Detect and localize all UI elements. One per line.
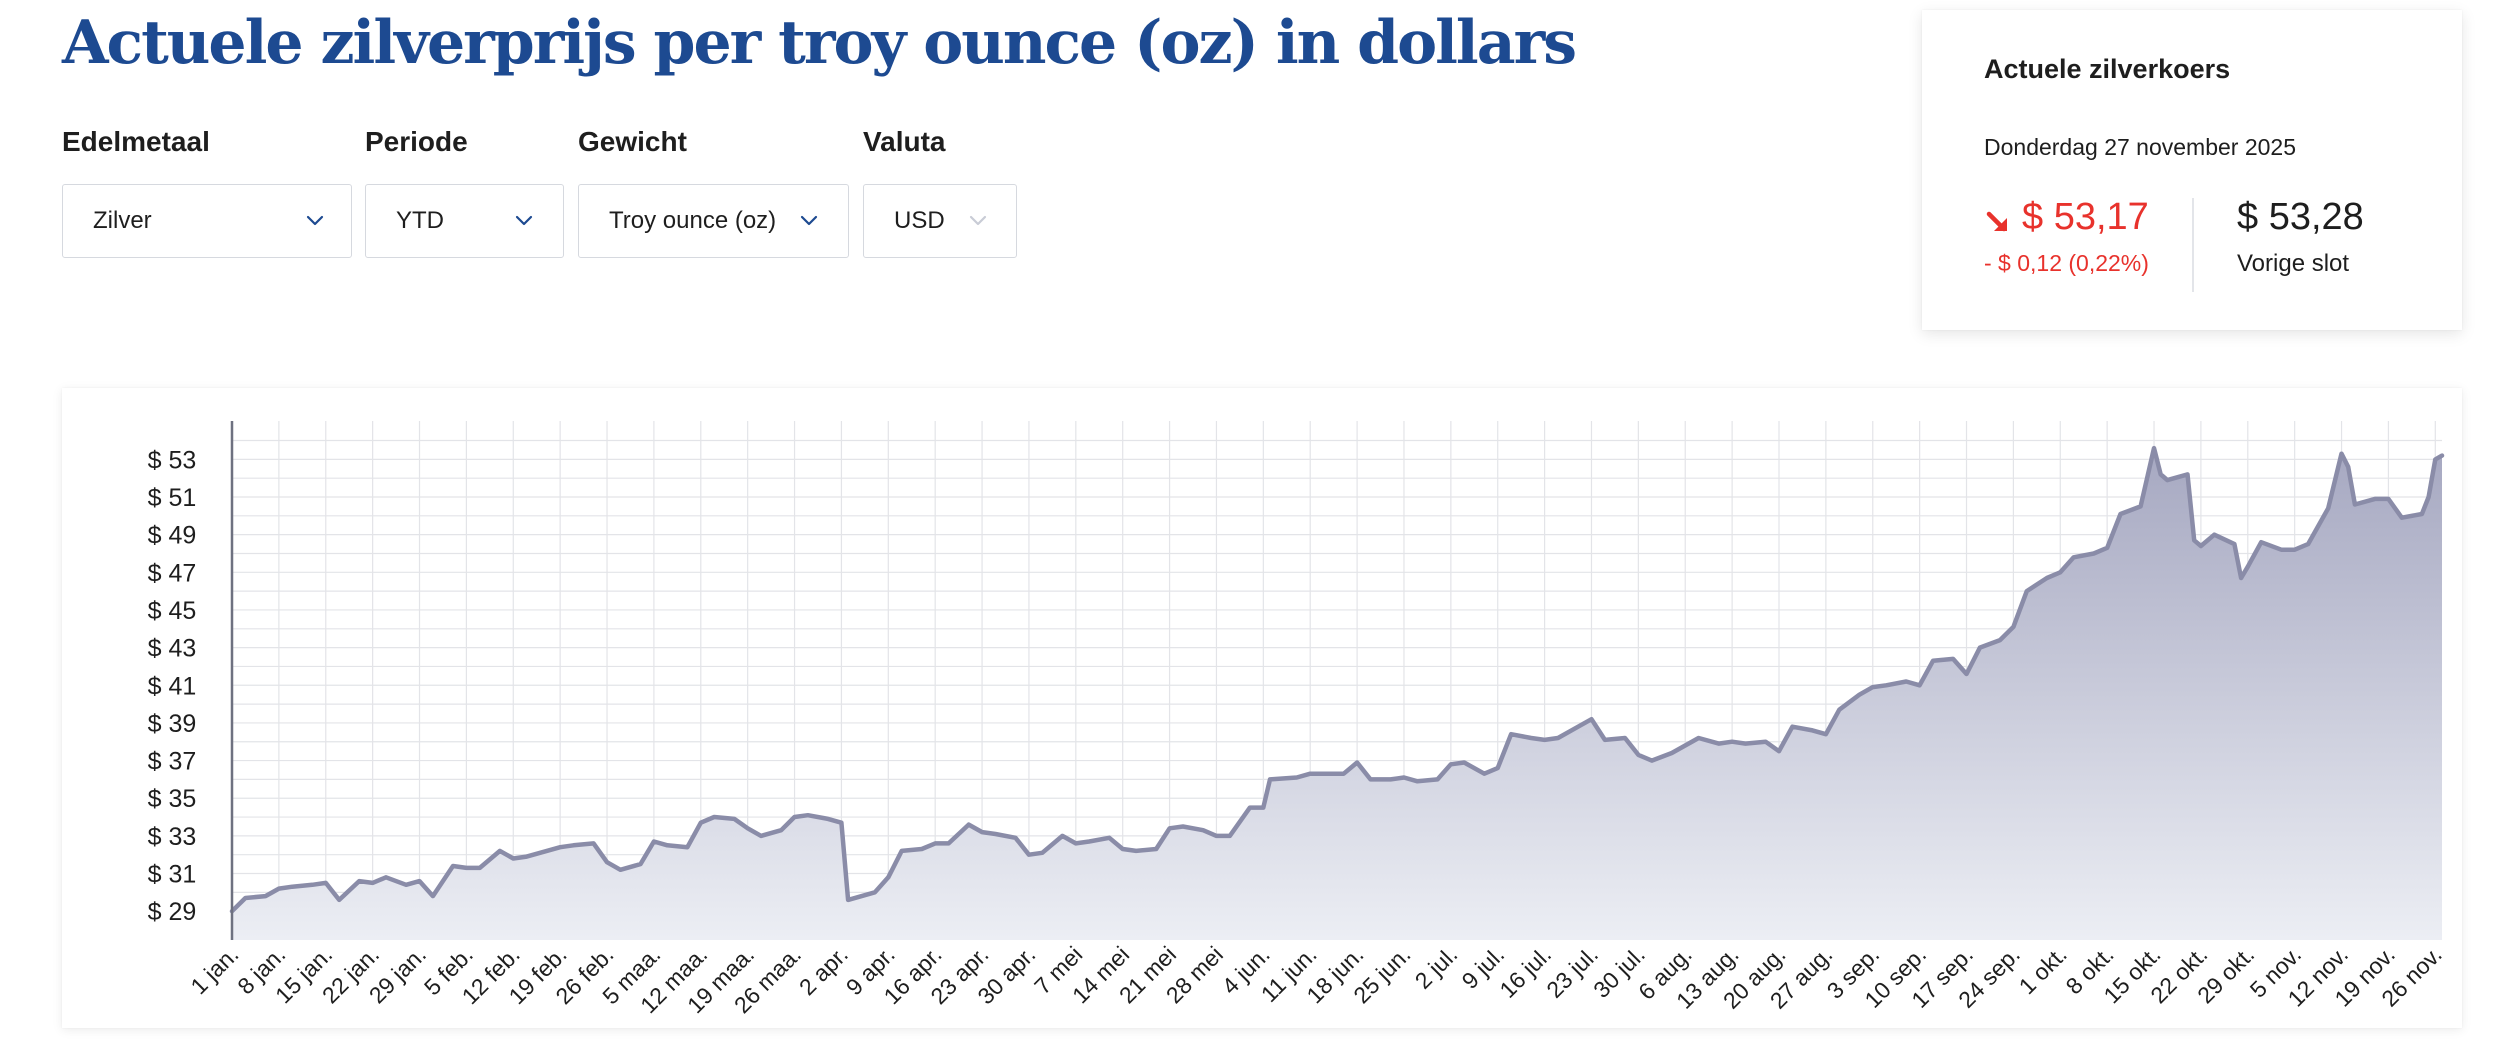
y-tick-label: $ 31 bbox=[148, 861, 197, 889]
weight-select-value: Troy ounce (oz) bbox=[609, 207, 777, 234]
chevron-down-icon bbox=[514, 212, 534, 230]
x-tick-label: 1 okt. bbox=[2014, 941, 2072, 999]
chevron-down-icon bbox=[968, 212, 988, 230]
metal-select-value: Zilver bbox=[93, 207, 152, 234]
filter-label-metal: Edelmetaal bbox=[62, 126, 210, 157]
rate-card-title: Actuele zilverkoers bbox=[1984, 54, 2231, 84]
x-tick-label: 2 apr. bbox=[794, 941, 853, 1000]
page-title: Actuele zilverprijs per troy ounce (oz) … bbox=[62, 8, 1577, 78]
metal-select[interactable]: Zilver bbox=[62, 184, 352, 258]
y-tick-label: $ 41 bbox=[148, 672, 197, 700]
y-tick-label: $ 51 bbox=[148, 484, 197, 512]
current-price: $ 53,17 bbox=[2022, 196, 2149, 238]
x-tick-label: 1 jan. bbox=[185, 941, 243, 999]
y-tick-label: $ 49 bbox=[148, 522, 197, 550]
y-tick-label: $ 45 bbox=[148, 597, 197, 625]
y-tick-label: $ 33 bbox=[148, 823, 197, 851]
price-chart-card: $ 29 $ 31 $ 33 $ 35 $ 37 $ 39 $ 41 $ 43 $ 45 $ 47… bbox=[62, 388, 2462, 1028]
period-select-value: YTD bbox=[396, 207, 444, 234]
y-tick-label: $ 39 bbox=[148, 710, 197, 738]
rate-date: Donderdag 27 november 2025 bbox=[1984, 134, 2297, 160]
previous-close-price: $ 53,28 bbox=[2237, 196, 2364, 238]
price-area bbox=[232, 448, 2442, 940]
filter-metal: Edelmetaal Zilver bbox=[62, 124, 352, 258]
price-line bbox=[229, 445, 2445, 914]
x-tick-label: 16 jul. bbox=[1494, 941, 1556, 1003]
currency-select-value: USD bbox=[894, 207, 945, 234]
price-change: - $ 0,12 (0,22%) bbox=[1984, 250, 2149, 276]
period-select[interactable]: YTD bbox=[365, 184, 564, 258]
weight-select[interactable]: Troy ounce (oz) bbox=[578, 184, 849, 258]
y-tick-label: $ 37 bbox=[148, 748, 197, 776]
price-chart[interactable]: $ 29 $ 31 $ 33 $ 35 $ 37 $ 39 $ 41 $ 43 $ 45 $ 47… bbox=[62, 388, 2462, 1028]
y-tick-label: $ 53 bbox=[148, 446, 197, 474]
rate-divider bbox=[2192, 198, 2194, 292]
chevron-down-icon bbox=[799, 212, 819, 230]
filter-label-currency: Valuta bbox=[863, 126, 946, 157]
filter-label-weight: Gewicht bbox=[578, 126, 687, 157]
filter-weight: Gewicht Troy ounce (oz) bbox=[578, 124, 849, 258]
y-tick-label: $ 29 bbox=[148, 898, 197, 926]
current-rate-card: Actuele zilverkoers Donderdag 27 novembe… bbox=[1922, 10, 2462, 330]
y-tick-label: $ 43 bbox=[148, 635, 197, 663]
filter-period: Periode YTD bbox=[365, 124, 564, 258]
x-tick-label: 2 jul. bbox=[1410, 941, 1463, 994]
filter-currency: Valuta USD bbox=[863, 124, 1017, 258]
chevron-down-icon bbox=[305, 212, 325, 230]
y-tick-label: $ 35 bbox=[148, 785, 197, 813]
arrow-down-right-icon bbox=[1984, 208, 2012, 236]
previous-close-label: Vorige slot bbox=[2237, 250, 2350, 277]
currency-select[interactable]: USD bbox=[863, 184, 1017, 258]
y-tick-label: $ 47 bbox=[148, 559, 197, 587]
x-tick-label: 23 jul. bbox=[1541, 941, 1603, 1003]
filter-label-period: Periode bbox=[365, 126, 468, 157]
